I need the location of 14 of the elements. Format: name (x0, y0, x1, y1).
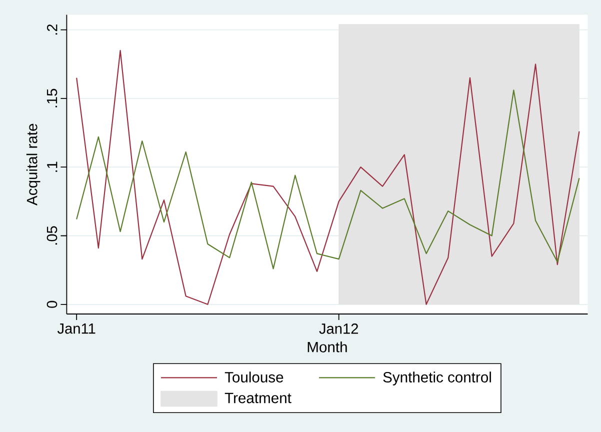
x-tick-label: Jan12 (319, 324, 358, 334)
legend-label: Treatment (224, 392, 292, 404)
x-tick-label: Jan11 (57, 324, 96, 334)
y-tick-label: .2 (46, 24, 58, 35)
legend-label: Toulouse (224, 372, 284, 382)
y-tick-label: .1 (47, 162, 58, 172)
legend-label: Synthetic control (383, 372, 491, 386)
y-tick-label: 0 (46, 300, 58, 308)
y-tick-label: .15 (46, 88, 58, 108)
line-series (76, 50, 580, 305)
y-tick-label: .05 (46, 226, 58, 245)
y-axis-title: Acquital rate (26, 124, 40, 206)
x-axis-title: Month (308, 341, 347, 352)
line-series (76, 90, 580, 270)
